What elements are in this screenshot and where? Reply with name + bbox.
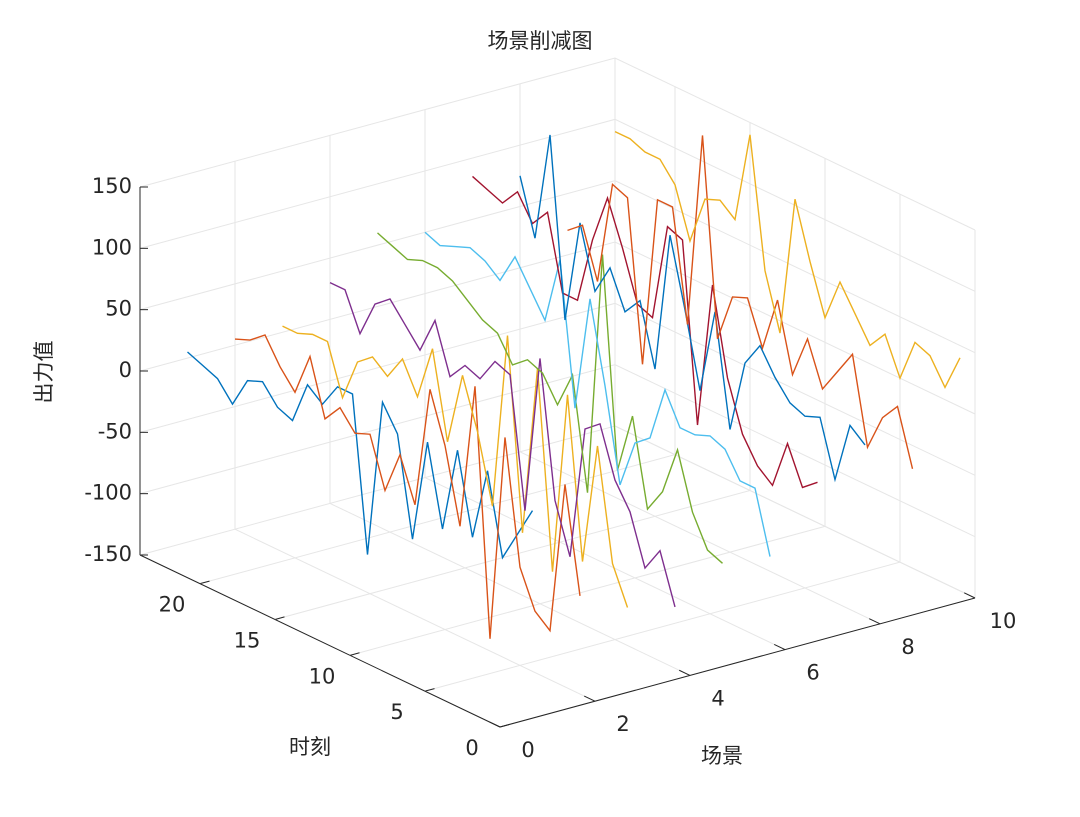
y-tick-label: 20 bbox=[159, 593, 186, 617]
y-tick-label: 5 bbox=[390, 700, 403, 724]
data-line bbox=[187, 351, 534, 560]
chart-title: 场景削减图 bbox=[488, 29, 593, 53]
tick-mark bbox=[678, 669, 691, 676]
tick-mark bbox=[963, 592, 976, 599]
z-axis-label: 出力值 bbox=[32, 341, 56, 404]
z-tick-label: 150 bbox=[92, 174, 132, 198]
x-tick-label: 6 bbox=[806, 661, 819, 685]
grid-line bbox=[139, 302, 976, 476]
grid-line bbox=[424, 194, 901, 692]
grid-line bbox=[234, 161, 596, 702]
grid-line bbox=[329, 135, 691, 676]
tick-mark bbox=[583, 695, 596, 702]
y-tick-label: 15 bbox=[234, 629, 261, 653]
z-tick-label: 0 bbox=[119, 358, 132, 382]
axis-line bbox=[139, 554, 501, 728]
x-tick-label: 2 bbox=[616, 712, 629, 736]
x-tick-label: 8 bbox=[901, 635, 914, 659]
tick-mark bbox=[773, 643, 786, 651]
z-tick-label: 50 bbox=[105, 297, 132, 321]
tick-mark bbox=[199, 580, 210, 585]
x-tick-label: 4 bbox=[711, 686, 724, 710]
tick-mark bbox=[424, 688, 435, 692]
z-tick-label: -150 bbox=[84, 542, 132, 566]
data-line bbox=[329, 281, 676, 608]
axis-line bbox=[499, 597, 976, 728]
data-line bbox=[234, 334, 581, 639]
data-line bbox=[567, 135, 914, 469]
z-tick-label: -50 bbox=[98, 419, 132, 443]
data-line bbox=[282, 325, 629, 608]
z-tick-label: -100 bbox=[84, 481, 132, 505]
data-line bbox=[424, 231, 771, 557]
data-line bbox=[614, 130, 961, 389]
tick-mark bbox=[274, 616, 285, 620]
x-tick-label: 10 bbox=[990, 609, 1017, 633]
tick-mark bbox=[868, 618, 881, 625]
y-axis-label: 时刻 bbox=[289, 735, 331, 759]
x-axis-label: 场景 bbox=[701, 744, 743, 768]
x-tick-label: 0 bbox=[521, 738, 534, 762]
grid-line bbox=[139, 187, 501, 728]
y-tick-label: 10 bbox=[309, 664, 336, 688]
data-line bbox=[519, 134, 866, 483]
grid-line bbox=[424, 109, 786, 651]
grid-line bbox=[519, 83, 881, 625]
grid-line bbox=[139, 57, 976, 231]
tick-mark bbox=[349, 652, 360, 656]
y-tick-label: 0 bbox=[465, 736, 478, 760]
data-line bbox=[377, 232, 723, 564]
z-tick-label: 100 bbox=[92, 235, 132, 259]
